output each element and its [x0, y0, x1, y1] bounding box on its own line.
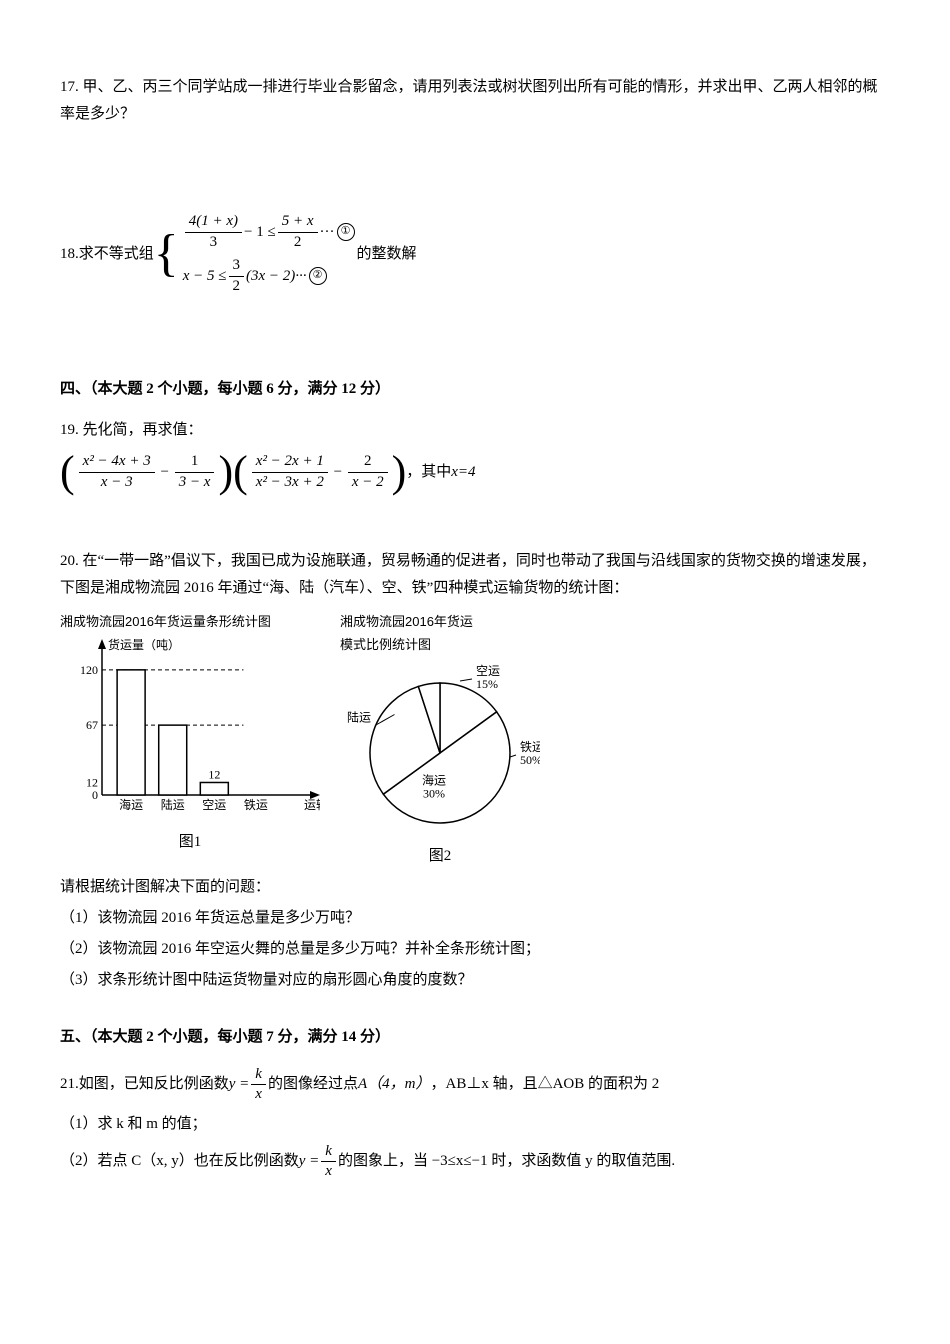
q21-fd: x	[251, 1085, 266, 1105]
svg-text:海运: 海运	[119, 797, 143, 812]
svg-text:12: 12	[208, 768, 220, 782]
svg-text:120: 120	[80, 663, 98, 677]
q19-p2a-d: x² − 3x + 2	[252, 473, 328, 493]
q18-r2-lhs: x − 5 ≤	[183, 263, 227, 290]
q21-yeq2: y =	[299, 1148, 320, 1175]
q17-text: 甲、乙、丙三个同学站成一排进行毕业合影留念，请用列表法或树状图列出所有可能的情形…	[60, 79, 878, 122]
lparen-icon: (	[233, 450, 248, 494]
minus: −	[157, 459, 173, 486]
svg-text:空运: 空运	[476, 664, 500, 678]
pie-svg: 空运15% 铁运50% 海运30% 陆运	[340, 659, 540, 839]
q21-fd2: x	[321, 1162, 336, 1182]
q21-sub1: （1）求 k 和 m 的值；	[60, 1111, 890, 1138]
q18-row1: 4(1 + x)3 − 1 ≤ 5 + x2 ··· ①	[183, 212, 357, 252]
svg-text:陆运: 陆运	[161, 797, 185, 812]
q20-sub3: （3）求条形统计图中陆运货物量对应的扇形圆心角度的度数？	[60, 967, 890, 994]
q17-num: 17.	[60, 79, 79, 95]
pie-caption: 图2	[340, 843, 540, 870]
svg-text:50%: 50%	[520, 753, 540, 767]
q19-expr: ( x² − 4x + 3x − 3 − 13 − x ) ( x² − 2x …	[60, 450, 890, 494]
q18-r1-mark: ①	[337, 223, 355, 241]
rparen-icon: )	[218, 450, 233, 494]
q18-row2: x − 5 ≤ 32 (3x − 2)··· ②	[183, 256, 357, 296]
q18-r2-rhs: (3x − 2)···	[246, 263, 307, 290]
q19-p2a-n: x² − 2x + 1	[252, 452, 328, 473]
bar-title: 湘成物流园2016年货运量条形统计图	[60, 610, 320, 633]
q19: 19. 先化简，再求值：	[60, 417, 890, 444]
q18-suffix: 的整数解	[357, 241, 417, 268]
q21-pointA: A（4，m）	[358, 1071, 431, 1098]
svg-text:铁运: 铁运	[520, 740, 540, 754]
lparen-icon: (	[60, 450, 75, 494]
q21-sub2b: 的图象上，当 −3≤x≤−1 时，求函数值 y 的取值范围.	[338, 1148, 675, 1175]
svg-text:67: 67	[86, 719, 98, 733]
q19-p1b-d: 3 − x	[175, 473, 215, 493]
q20-sub2: （2）该物流园 2016 年空运火舞的总量是多少万吨？并补全条形统计图；	[60, 936, 890, 963]
q21-sub2: （2）若点 C（x, y）也在反比例函数 y = kx 的图象上，当 −3≤x≤…	[60, 1142, 890, 1182]
q21-lead-a: 如图，已知反比例函数	[79, 1071, 229, 1098]
q21-lead-b: 的图像经过点	[268, 1071, 358, 1098]
q19-lead: 先化简，再求值：	[83, 422, 203, 438]
q19-num: 19.	[60, 422, 79, 438]
q19-p1a-n: x² − 4x + 3	[79, 452, 155, 473]
q18-r1-tail: ···	[320, 219, 335, 246]
svg-text:15%: 15%	[476, 677, 498, 691]
svg-text:海运: 海运	[422, 772, 446, 787]
svg-text:30%: 30%	[423, 786, 445, 800]
q17: 17. 甲、乙、丙三个同学站成一排进行毕业合影留念，请用列表法或树状图列出所有可…	[60, 74, 890, 128]
q21-fn: k	[251, 1065, 266, 1086]
q21-yeq: y =	[229, 1071, 250, 1098]
q18: 18. 求不等式组 { 4(1 + x)3 − 1 ≤ 5 + x2 ··· ①…	[60, 208, 890, 300]
bar-caption: 图1	[60, 829, 320, 856]
brace-left-icon: {	[154, 228, 179, 280]
bar-svg: 货运量（吨）12067120海运陆运12空运铁运运输方式	[60, 635, 320, 825]
q19-p2b-n: 2	[348, 452, 388, 473]
q19-where-val: x=4	[451, 459, 475, 486]
q18-r1-f1n: 4(1 + x)	[185, 212, 242, 233]
q20-para: 在“一带一路”倡议下，我国已成为设施联通，贸易畅通的促进者，同时也带动了我国与沿…	[60, 553, 876, 596]
q21-sub2a: （2）若点 C（x, y）也在反比例函数	[60, 1148, 299, 1175]
q21-lead-c: ，AB⊥x 轴，且△AOB 的面积为 2	[430, 1071, 659, 1098]
q18-system: { 4(1 + x)3 − 1 ≤ 5 + x2 ··· ① x − 5 ≤ 3…	[154, 208, 357, 300]
q19-p1b-n: 1	[175, 452, 215, 473]
q18-r2-mark: ②	[309, 267, 327, 285]
svg-text:0: 0	[92, 788, 98, 802]
section5-title: 五、（本大题 2 个小题，每小题 7 分，满分 14 分）	[60, 1024, 890, 1051]
svg-text:陆运: 陆运	[347, 709, 371, 724]
q20-charts: 湘成物流园2016年货运量条形统计图 货运量（吨）12067120海运陆运12空…	[60, 610, 890, 870]
q18-r1-f2d: 2	[278, 233, 318, 253]
section4-title: 四、（本大题 2 个小题，每小题 6 分，满分 12 分）	[60, 376, 890, 403]
q21: 21. 如图，已知反比例函数 y = kx 的图像经过点 A（4，m） ，AB⊥…	[60, 1065, 890, 1105]
q20-sub1: （1）该物流园 2016 年货运总量是多少万吨？	[60, 905, 890, 932]
svg-text:铁运: 铁运	[244, 798, 268, 812]
q19-p1a-d: x − 3	[79, 473, 155, 493]
q20-num: 20.	[60, 553, 79, 569]
svg-text:运输方式: 运输方式	[304, 797, 320, 812]
q18-num: 18.	[60, 241, 79, 268]
q19-p2b-d: x − 2	[348, 473, 388, 493]
q18-r1-f2n: 5 + x	[278, 212, 318, 233]
q19-where-label: ，其中	[406, 459, 451, 486]
svg-text:货运量（吨）: 货运量（吨）	[108, 637, 180, 652]
q18-r2-fn: 3	[229, 256, 245, 277]
q18-r1-mid: − 1 ≤	[244, 219, 276, 246]
bar-chart: 湘成物流园2016年货运量条形统计图 货运量（吨）12067120海运陆运12空…	[60, 610, 320, 856]
pie-title: 湘成物流园2016年货运 模式比例统计图	[340, 610, 540, 657]
q18-r2-fd: 2	[229, 277, 245, 297]
pie-chart: 湘成物流园2016年货运 模式比例统计图 空运15% 铁运50% 海运30% 陆运 图…	[340, 610, 540, 870]
q21-fn2: k	[321, 1142, 336, 1163]
q21-num: 21.	[60, 1071, 79, 1098]
minus: −	[330, 459, 346, 486]
rparen-icon: )	[392, 450, 407, 494]
q18-prefix: 求不等式组	[79, 241, 154, 268]
q20: 20. 在“一带一路”倡议下，我国已成为设施联通，贸易畅通的促进者，同时也带动了…	[60, 548, 890, 602]
svg-text:空运: 空运	[202, 798, 226, 812]
q18-r1-f1d: 3	[185, 233, 242, 253]
q20-prompt: 请根据统计图解决下面的问题：	[60, 874, 890, 901]
